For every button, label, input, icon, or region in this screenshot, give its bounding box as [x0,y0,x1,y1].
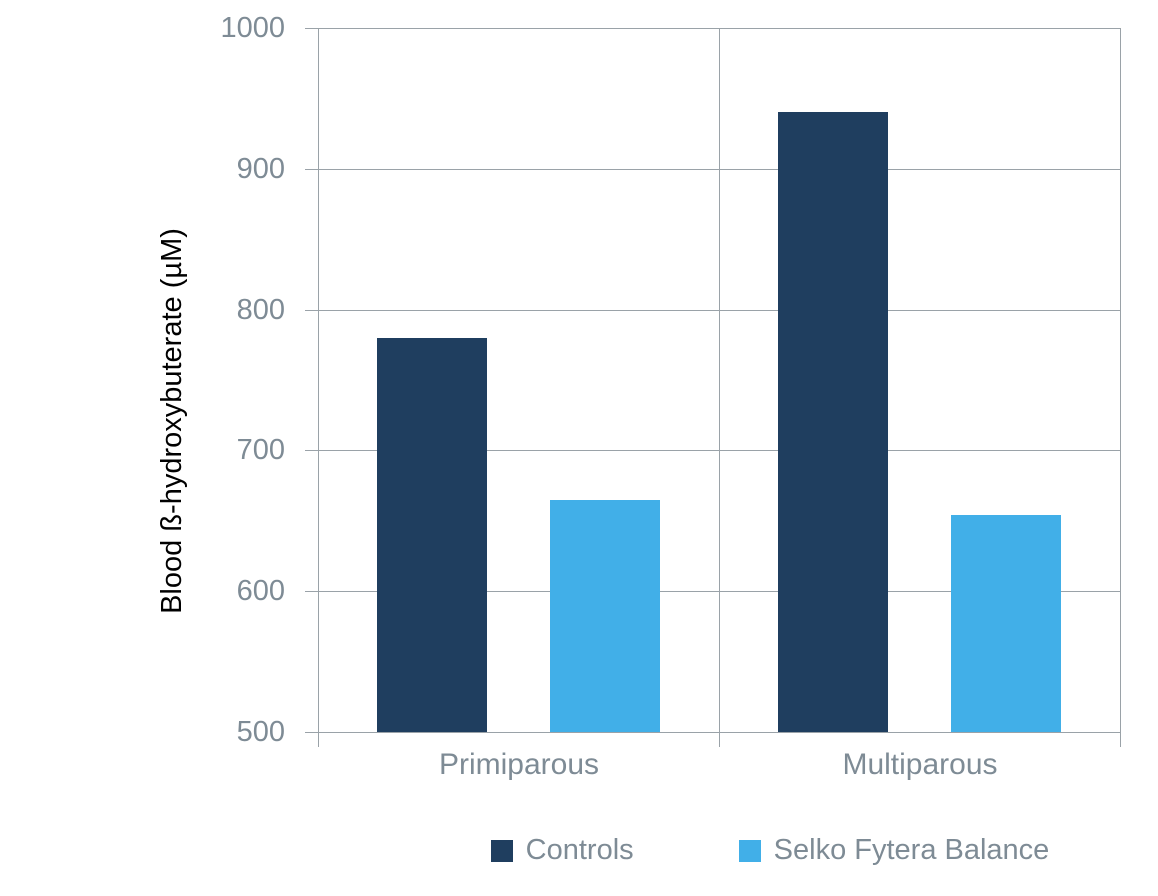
legend-swatch-selko-fytera-balance [738,839,761,862]
plot-area [305,28,1121,747]
y-tick-mark-800 [305,309,318,311]
y-tick-mark-1000 [305,28,318,29]
y-tick-label-800: 800 [236,293,285,326]
x-category-label-primiparous: Primiparous [438,748,600,781]
y-tick-mark-500 [305,732,318,733]
category-boundary-line [1120,28,1121,747]
y-tick-label-1000: 1000 [220,12,285,44]
legend-label-selko-fytera-balance: Selko Fytera Balance [773,834,1050,866]
bar-selko-fytera-balance-primiparous [550,500,660,732]
category-boundary-line [719,28,720,747]
y-tick-mark-700 [305,450,318,452]
y-tick-mark-900 [305,168,318,170]
y-axis-line [318,28,319,747]
bar-selko-fytera-balance-multiparous [951,515,1061,732]
y-tick-label-500: 500 [236,716,285,748]
legend-item-controls: Controls [490,834,634,867]
bar-controls-multiparous [778,112,888,732]
x-category-label-multiparous: Multiparous [842,748,998,781]
y-tick-label-600: 600 [236,575,285,608]
bar-controls-primiparous [377,338,487,732]
legend-item-selko-fytera-balance: Selko Fytera Balance [738,834,1050,867]
y-tick-label-700: 700 [236,434,285,467]
legend-swatch-controls [490,839,513,862]
legend-label-controls: Controls [525,834,634,866]
y-tick-label-900: 900 [236,152,285,185]
y-tick-mark-600 [305,591,318,593]
legend: Controls Selko Fytera Balance [370,834,1158,867]
